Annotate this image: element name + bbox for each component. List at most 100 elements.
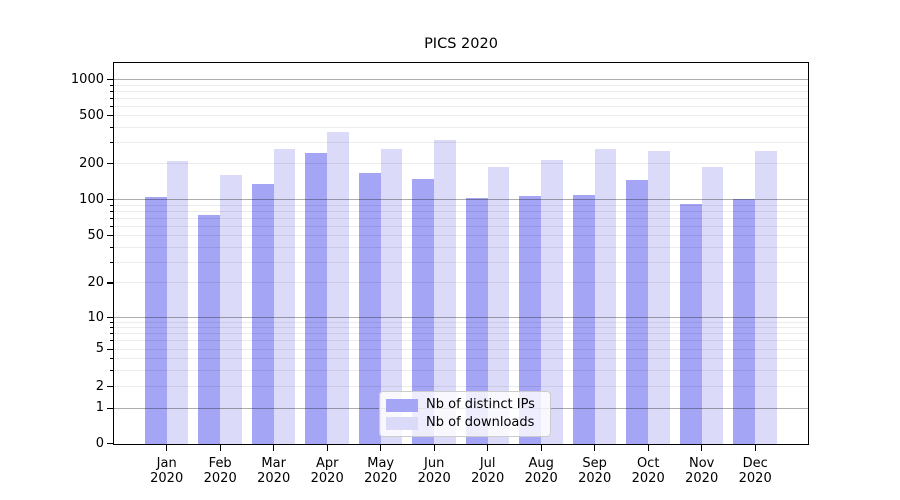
x-tick-label: Oct 2020 (631, 456, 665, 486)
gridline-minor (114, 163, 809, 165)
y-tick-mark (106, 348, 114, 350)
legend-item-downloads: Nb of downloads (386, 415, 542, 431)
gridline-minor (114, 225, 809, 227)
x-tick-mark (701, 444, 703, 451)
gridline-minor (114, 282, 809, 284)
y-minor-tick-mark (109, 84, 114, 86)
x-tick-mark (326, 444, 328, 451)
gridline-minor (114, 217, 809, 219)
y-minor-tick-mark (109, 321, 114, 323)
gridline-minor (114, 84, 809, 86)
x-tick-mark (487, 444, 489, 451)
y-tick-mark (106, 407, 114, 409)
y-minor-tick-mark (109, 225, 114, 227)
y-tick-label: 100 (79, 191, 104, 207)
bar-may-distinct-ips (358, 172, 381, 445)
x-tick-label: Mar 2020 (257, 456, 291, 486)
x-tick-label: Jan 2020 (150, 456, 184, 486)
x-tick-label: Aug 2020 (524, 456, 558, 486)
y-tick-label: 1 (95, 400, 104, 416)
bar-jan-distinct-ips (144, 197, 167, 445)
y-minor-tick-mark (109, 333, 114, 335)
gridline-minor (114, 210, 809, 212)
bar-dec-distinct-ips (733, 198, 756, 445)
bar-aug-downloads (541, 159, 563, 445)
bar-nov-downloads (701, 166, 724, 445)
bar-jun-downloads (434, 139, 456, 445)
y-tick-mark (106, 162, 114, 165)
bar-jul-downloads (487, 167, 510, 445)
bar-sep-distinct-ips (572, 194, 595, 445)
gridline-minor (114, 333, 809, 335)
y-minor-tick-mark (109, 261, 114, 263)
bar-feb-distinct-ips (198, 215, 221, 445)
gridline-major (114, 199, 809, 201)
gridline-minor (114, 105, 809, 107)
gridline-minor (114, 369, 809, 371)
y-tick-mark (106, 79, 114, 81)
y-tick-label: 1000 (70, 71, 104, 87)
x-tick-mark (647, 444, 649, 451)
legend: Nb of distinct IPs Nb of downloads (379, 391, 551, 437)
y-tick-mark (106, 199, 114, 201)
y-minor-tick-mark (109, 340, 114, 342)
y-tick-label: 0 (95, 435, 104, 451)
gridline-minor (114, 115, 809, 117)
gridline-major (114, 79, 809, 81)
y-tick-mark (106, 386, 114, 388)
gridline-minor (114, 321, 809, 323)
x-tick-mark (754, 444, 756, 451)
x-tick-label: Dec 2020 (738, 456, 772, 486)
y-tick-mark (106, 282, 114, 284)
bar-apr-distinct-ips (305, 153, 328, 445)
bar-jun-distinct-ips (412, 178, 435, 445)
bar-nov-distinct-ips (679, 204, 702, 445)
gridline-minor (114, 340, 809, 342)
gridline-minor (114, 90, 809, 92)
bar-dec-downloads (755, 150, 777, 445)
y-tick-label: 500 (79, 107, 104, 123)
y-tick-label: 200 (79, 155, 104, 171)
gridline-minor (114, 246, 809, 248)
bar-sep-downloads (594, 148, 617, 445)
gridline-minor (114, 97, 809, 99)
y-tick-mark (106, 235, 114, 237)
y-tick-label: 50 (87, 227, 104, 243)
chart-title: PICS 2020 (424, 36, 498, 52)
bar-jan-downloads (166, 161, 189, 445)
y-minor-tick-mark (109, 141, 114, 143)
x-tick-label: Sep 2020 (578, 456, 612, 486)
gridline-minor (114, 141, 809, 143)
gridline-minor (114, 204, 809, 206)
legend-swatch-distinct-ips (386, 398, 418, 412)
bar-apr-downloads (327, 131, 349, 445)
y-minor-tick-mark (109, 327, 114, 329)
x-tick-mark (540, 444, 542, 451)
y-tick-mark (106, 115, 114, 117)
bar-oct-distinct-ips (626, 179, 649, 445)
bar-jul-distinct-ips (465, 197, 488, 445)
y-tick-label: 10 (87, 309, 104, 325)
y-tick-label: 5 (95, 341, 104, 357)
bar-oct-downloads (648, 150, 670, 445)
y-tick-label: 2 (95, 378, 104, 394)
x-tick-label: Jun 2020 (417, 456, 451, 486)
y-minor-tick-mark (109, 126, 114, 128)
plot-area-border (113, 61, 809, 445)
x-tick-label: Nov 2020 (685, 456, 719, 486)
x-tick-mark (380, 444, 382, 451)
x-tick-mark (433, 444, 435, 451)
y-minor-tick-mark (109, 217, 114, 219)
x-tick-label: Jul 2020 (471, 456, 505, 486)
y-minor-tick-mark (109, 246, 114, 248)
bar-aug-distinct-ips (519, 195, 542, 445)
x-tick-mark (594, 444, 596, 451)
legend-label-downloads: Nb of downloads (426, 415, 535, 430)
bar-mar-distinct-ips (251, 184, 274, 445)
legend-swatch-downloads (386, 416, 418, 430)
y-minor-tick-mark (109, 369, 114, 371)
